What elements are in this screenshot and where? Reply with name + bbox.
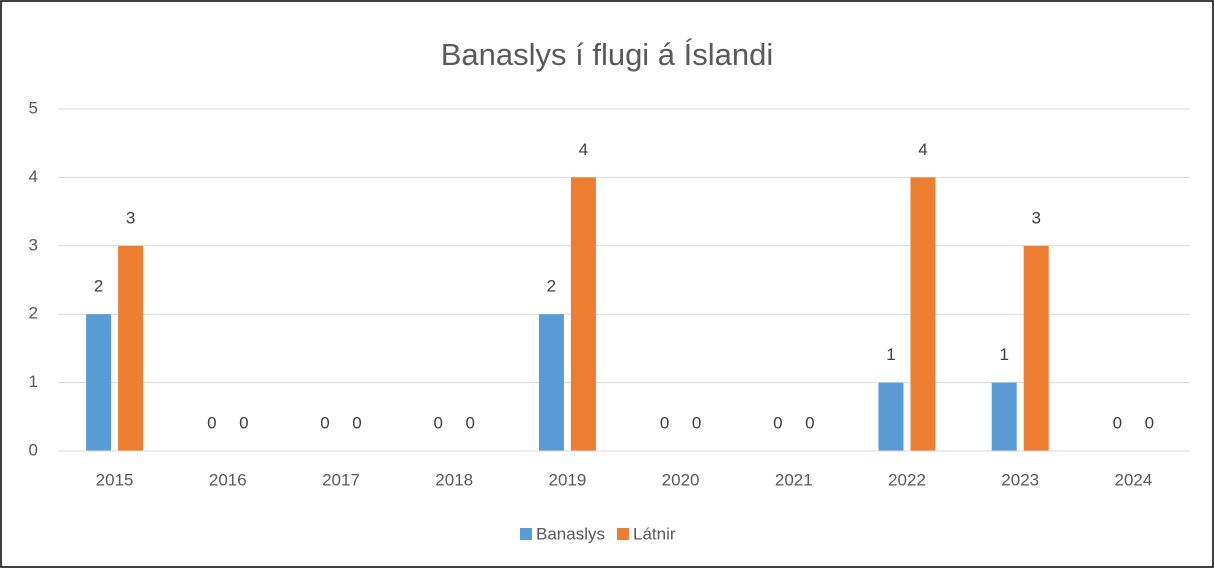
legend-label: Látnir <box>633 524 676 543</box>
data-label: 0 <box>1145 413 1154 432</box>
x-tick-label: 2015 <box>96 470 134 489</box>
data-label: 2 <box>94 277 103 296</box>
data-label: 4 <box>579 140 588 159</box>
data-label: 4 <box>918 140 927 159</box>
y-tick-label: 5 <box>29 98 38 117</box>
data-label: 2 <box>547 277 556 296</box>
x-tick-label: 2016 <box>209 470 247 489</box>
x-tick-label: 2019 <box>548 470 586 489</box>
x-tick-label: 2024 <box>1114 470 1152 489</box>
x-tick-label: 2020 <box>662 470 700 489</box>
data-label: 0 <box>692 413 701 432</box>
data-label: 0 <box>465 413 474 432</box>
bar <box>878 382 904 451</box>
x-tick-label: 2018 <box>435 470 473 489</box>
legend-label: Banaslys <box>536 524 605 543</box>
bar <box>86 314 112 451</box>
data-label: 0 <box>660 413 669 432</box>
legend-swatch <box>616 528 629 540</box>
x-tick-label: 2021 <box>775 470 813 489</box>
data-label: 0 <box>773 413 782 432</box>
data-label: 0 <box>805 413 814 432</box>
legend-swatch <box>520 528 532 540</box>
data-label: 1 <box>886 345 895 364</box>
data-label: 0 <box>207 413 216 432</box>
y-tick-label: 2 <box>29 304 38 323</box>
bar <box>118 245 144 451</box>
chart-title: Banaslys í flugi á Íslandi <box>441 37 774 72</box>
data-label: 0 <box>320 413 329 432</box>
y-tick-label: 4 <box>29 167 38 186</box>
bar <box>570 177 596 451</box>
y-tick-label: 3 <box>29 235 38 254</box>
x-tick-label: 2017 <box>322 470 360 489</box>
bar <box>991 382 1017 451</box>
x-tick-label: 2022 <box>888 470 926 489</box>
data-label: 3 <box>1031 208 1040 227</box>
x-tick-label: 2023 <box>1001 470 1039 489</box>
data-label: 1 <box>999 345 1008 364</box>
y-tick-label: 0 <box>29 440 38 459</box>
data-label: 0 <box>433 413 442 432</box>
data-label: 3 <box>126 208 135 227</box>
data-label: 0 <box>239 413 248 432</box>
data-label: 0 <box>352 413 361 432</box>
bar <box>538 314 564 451</box>
data-label: 0 <box>1113 413 1122 432</box>
y-tick-label: 1 <box>29 372 38 391</box>
bar <box>910 177 936 451</box>
bar <box>1023 245 1049 451</box>
